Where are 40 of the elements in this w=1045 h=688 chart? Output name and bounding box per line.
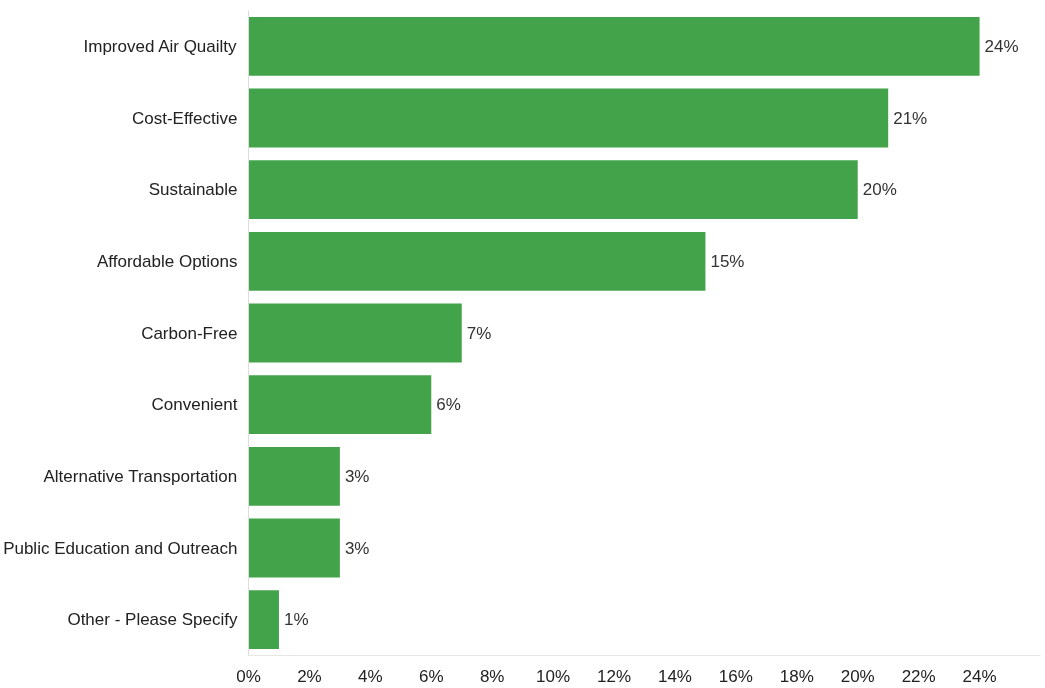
x-tick-label: 2% xyxy=(297,666,322,686)
data-label: 3% xyxy=(344,538,370,558)
bar xyxy=(248,160,858,220)
x-tick-label: 6% xyxy=(418,666,444,686)
y-tick-label: Sustainable xyxy=(148,180,238,200)
x-tick-label: 14% xyxy=(657,666,692,686)
y-tick-label: Improved Air Quailty xyxy=(83,36,238,56)
x-tick-label: 18% xyxy=(779,666,814,686)
x-tick-label: 24% xyxy=(962,666,997,686)
x-tick-label: 8% xyxy=(479,666,505,686)
bar xyxy=(248,518,340,578)
x-tick-label: 12% xyxy=(597,666,632,686)
data-label: 21% xyxy=(893,108,928,128)
bar xyxy=(248,231,706,291)
data-label: 24% xyxy=(984,36,1019,56)
data-label: 1% xyxy=(283,610,309,630)
x-tick-label: 10% xyxy=(536,666,571,686)
y-tick-label: Convenient xyxy=(151,395,238,415)
y-tick-label: Cost-Effective xyxy=(132,108,238,128)
data-label: 15% xyxy=(710,251,745,271)
bar xyxy=(248,375,432,435)
x-tick-label: 0% xyxy=(236,666,261,686)
y-tick-label: Alternative Transportation xyxy=(43,466,238,486)
bar xyxy=(248,88,889,148)
y-tick-label: Public Education and Outreach xyxy=(3,538,238,558)
y-tick-label: Other - Please Specify xyxy=(67,610,238,630)
y-tick-label: Affordable Options xyxy=(97,251,238,271)
x-tick-label: 22% xyxy=(901,666,936,686)
bar xyxy=(248,303,462,363)
bar xyxy=(248,16,980,76)
data-label: 20% xyxy=(862,180,897,200)
data-label: 7% xyxy=(466,323,492,343)
y-tick-label: Carbon-Free xyxy=(141,323,238,343)
bar xyxy=(248,446,340,506)
x-tick-label: 4% xyxy=(358,666,383,686)
data-label: 6% xyxy=(436,395,461,415)
x-tick-label: 20% xyxy=(840,666,875,686)
data-label: 3% xyxy=(344,466,370,486)
x-tick-label: 16% xyxy=(718,666,753,686)
bar xyxy=(248,590,279,650)
